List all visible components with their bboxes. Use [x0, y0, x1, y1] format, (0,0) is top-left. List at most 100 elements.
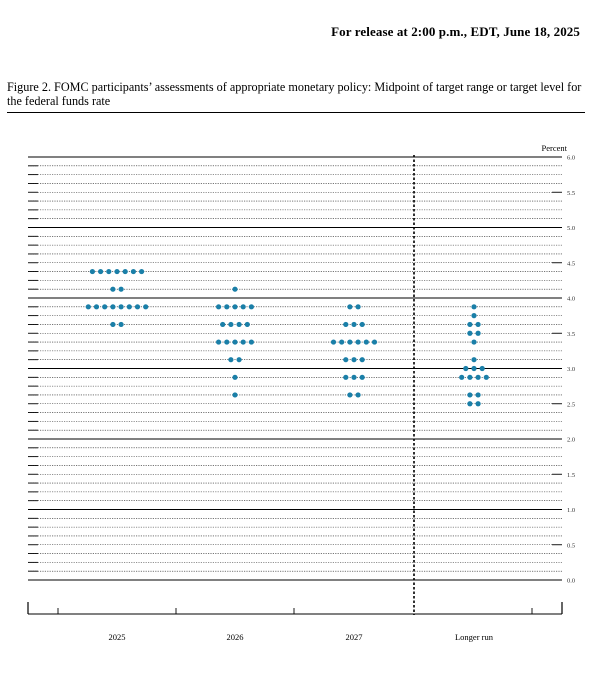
x-category-label: 2025 [109, 632, 126, 642]
data-point [244, 321, 250, 328]
y-tick-label: 4.0 [567, 296, 575, 303]
y-tick-label: 4.5 [567, 260, 575, 267]
data-point [228, 321, 234, 328]
y-tick-label: 2.0 [567, 437, 575, 444]
data-point [347, 392, 353, 398]
data-point [139, 268, 145, 275]
data-point [232, 392, 238, 398]
data-point [248, 304, 254, 310]
data-point [118, 304, 124, 310]
data-point [463, 365, 469, 372]
data-point [110, 304, 116, 310]
data-point [98, 268, 104, 275]
data-point [467, 321, 473, 328]
x-category-label: 2026 [227, 632, 244, 642]
data-point [347, 304, 353, 310]
data-point [110, 286, 116, 292]
data-point [347, 339, 353, 345]
data-point [216, 339, 222, 345]
data-point [355, 304, 361, 310]
data-point [471, 365, 477, 372]
y-tick-label: 1.5 [567, 472, 575, 479]
data-dots [85, 268, 489, 407]
y-tick-label: 2.5 [567, 401, 575, 408]
data-point [351, 321, 357, 328]
data-point [118, 286, 124, 292]
data-point [110, 321, 116, 328]
y-tick-label: 0.5 [567, 542, 575, 549]
data-point [351, 374, 357, 380]
y-tick-label: 6.0 [567, 155, 575, 162]
data-point [343, 357, 349, 363]
caption-divider [7, 112, 585, 113]
data-point [343, 321, 349, 328]
data-point [475, 401, 481, 407]
data-point [371, 339, 378, 345]
data-point [467, 374, 473, 380]
y-tick-label: 3.0 [567, 366, 575, 373]
data-point [89, 268, 95, 275]
data-point [355, 392, 361, 398]
data-point [248, 339, 254, 345]
data-point [93, 304, 100, 310]
data-point [240, 339, 246, 345]
data-point [102, 304, 108, 310]
data-point [224, 304, 230, 310]
data-point [143, 304, 149, 310]
data-point [359, 374, 365, 380]
data-point [232, 304, 238, 310]
data-point [224, 339, 230, 345]
data-point [459, 374, 465, 380]
data-point [359, 357, 365, 363]
data-point [114, 268, 120, 275]
data-point [330, 339, 337, 345]
data-point [475, 392, 481, 398]
data-point [126, 304, 132, 310]
data-point [216, 304, 222, 310]
data-point [467, 401, 473, 407]
data-point [467, 392, 473, 398]
x-category-label: 2027 [346, 632, 363, 642]
y-tick-label: 5.5 [567, 190, 575, 197]
data-point [130, 268, 136, 275]
data-point [475, 330, 481, 336]
data-point [471, 313, 477, 319]
data-point [343, 374, 349, 380]
data-point [122, 268, 128, 275]
y-tick-label: 3.5 [567, 331, 575, 338]
axes: 0.0 0.5 1.0 1.5 2.0 2.5 3.0 3.5 4.0 4.5 5.0 5.5 6.0 2… [27, 155, 575, 642]
x-category-label: Longer run [455, 632, 494, 642]
data-point [479, 365, 485, 372]
data-point [240, 304, 246, 310]
data-point [359, 321, 365, 328]
data-point [236, 357, 242, 363]
data-point [232, 286, 238, 292]
data-point [467, 330, 473, 336]
figure-caption: Figure 2. FOMC participants’ assessments… [7, 80, 582, 108]
data-point [118, 321, 124, 328]
data-point [134, 304, 141, 310]
data-point [106, 268, 112, 275]
data-point [483, 374, 489, 380]
data-point [475, 321, 481, 328]
data-point [228, 357, 234, 363]
data-point [236, 321, 242, 328]
data-point [471, 357, 477, 363]
y-axis-label: Percent [542, 143, 568, 153]
data-point [355, 339, 361, 345]
data-point [471, 339, 477, 345]
data-point [232, 374, 238, 380]
data-point [85, 304, 91, 310]
data-point [220, 321, 226, 328]
y-tick-label: 1.0 [567, 507, 575, 514]
release-timestamp: For release at 2:00 p.m., EDT, June 18, … [331, 24, 580, 39]
data-point [475, 374, 481, 380]
data-point [471, 304, 477, 310]
data-point [232, 339, 238, 345]
y-tick-label: 0.0 [567, 578, 575, 585]
data-point [363, 339, 369, 345]
y-tick-label: 5.0 [567, 225, 575, 232]
data-point [339, 339, 345, 345]
data-point [351, 357, 357, 363]
